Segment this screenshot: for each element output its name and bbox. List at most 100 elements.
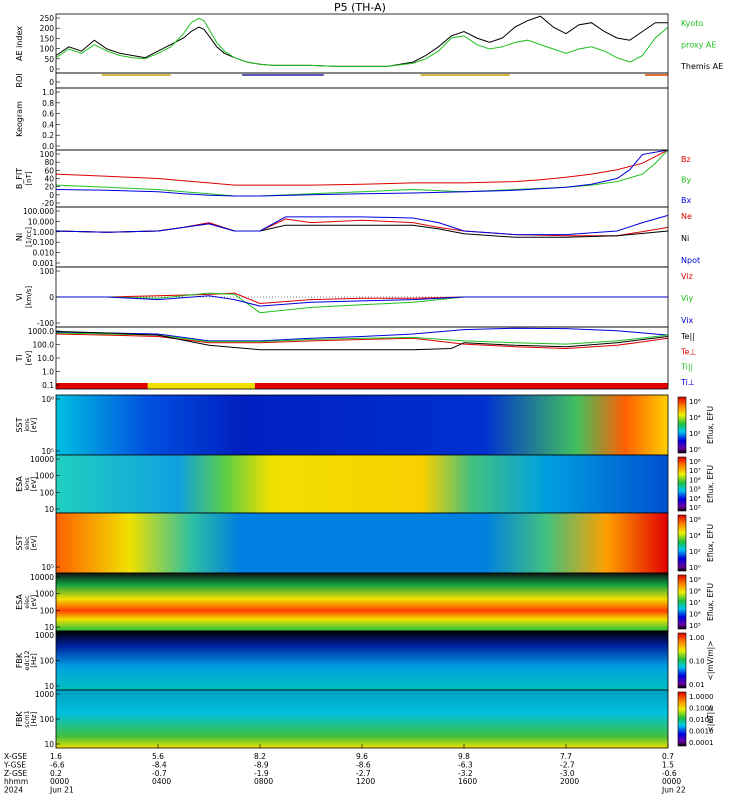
colorbar-tick-label: 1.00 <box>689 634 705 642</box>
colorbar-label: Eflux, EFU <box>706 524 715 562</box>
time-axis-value: 2000 <box>560 777 579 786</box>
y-axis-label: ESA <box>15 594 24 610</box>
panel-keogram: 1.0 0.8 0.60.4 0.2 0.0 Keogram <box>15 87 669 151</box>
mode-bar-segment <box>254 383 668 389</box>
time-axis-value: 1.5 <box>662 760 674 769</box>
mode-bar-segment <box>147 383 255 389</box>
y-axis-sublabel: ions <box>23 477 31 491</box>
mode-bar-segment <box>56 383 148 389</box>
y-axis-unit: [eV] <box>30 476 38 491</box>
time-axis-value: -3.0 <box>560 769 575 778</box>
series-line-kyotoproxyae <box>55 17 669 67</box>
y-tick-label: 100 <box>40 715 55 724</box>
time-axis-value: -2.7 <box>560 760 575 769</box>
y-tick-label: 0 <box>49 65 54 74</box>
spectrogram-esa_i <box>56 455 668 513</box>
y-tick-label: 80 <box>44 158 54 167</box>
panel-sst_i: 10⁶ 10⁴ 10² 10⁰ Eflux, EFU 10⁶ 10⁵ SST ions [eV] <box>15 394 715 456</box>
colorbar-fbk_b <box>677 691 687 747</box>
y-axis-unit: [eV] <box>30 535 38 550</box>
y-tick-label: 1.0 <box>42 368 54 377</box>
spectrogram-esa_e <box>56 573 668 631</box>
y-axis-label: Keogram <box>15 101 24 137</box>
time-axis-value: 5.6 <box>152 752 164 761</box>
time-axis: X-GSE 1.6 5.6 8.2 9.6 9.8 7.7 0.7Y-GSE -6.6 -8.4-… <box>3 744 686 795</box>
legend-entry: Te|| <box>680 332 695 341</box>
panel-frame <box>55 13 669 74</box>
colorbar-tick-label: 10⁷ <box>689 467 701 475</box>
y-axis-unit: [Hz] <box>30 653 38 668</box>
colorbar-tick-label: 10⁵ <box>689 622 701 630</box>
y-tick-label: 0.001 <box>33 259 55 268</box>
y-tick-label: 20 <box>44 183 54 192</box>
colorbar-tick-label: 10⁴ <box>689 495 701 503</box>
legend-entry: Ni <box>681 234 689 243</box>
panel-fbk_b: 1.0000 0.1000 0.0100 0.0010 0.0001 <|nT|> 1000… <box>15 689 715 749</box>
y-tick-label: 1000 <box>35 690 54 699</box>
y-axis-label: Ti <box>15 355 24 363</box>
panel-vi: Viz Viy Vix 100 0 -100 Vi [km/s] <box>15 266 694 328</box>
y-tick-label: 0 <box>49 191 54 200</box>
colorbar-tick-label: 10⁷ <box>689 599 701 607</box>
time-axis-value: -8.6 <box>356 760 371 769</box>
colorbar-tick-label: 10² <box>689 430 701 438</box>
time-axis-value: -8.9 <box>254 760 269 769</box>
y-tick-label: -100 <box>37 319 54 328</box>
y-axis-sublabel: edc12 <box>23 651 31 671</box>
y-tick-label: 40 <box>44 175 54 184</box>
time-axis-value: 0.2 <box>50 769 62 778</box>
y-axis-label: FBK <box>15 711 24 727</box>
y-tick-label: -20 <box>42 199 54 208</box>
y-axis-label: Ni <box>15 233 24 241</box>
plot-title: P5 (TH-A) <box>334 1 386 14</box>
y-tick-label: 250 <box>40 14 55 23</box>
y-axis-sublabel: elec <box>23 536 31 550</box>
time-axis-value: 0000 <box>50 777 69 786</box>
y-tick-label: 10.0 <box>37 354 54 363</box>
y-tick-label: 100 <box>40 267 55 276</box>
time-axis-value: Jun 22 <box>661 786 686 795</box>
y-tick-label: 10⁶ <box>41 395 54 404</box>
y-tick-label: 100 <box>40 606 55 615</box>
y-axis-label: ESA <box>15 476 24 492</box>
colorbar-tick-label: 10⁶ <box>689 611 701 619</box>
y-axis-label: AE index <box>15 26 24 61</box>
y-tick-label: 100 <box>40 150 55 159</box>
colorbar-label: <|mV/m|> <box>706 641 715 681</box>
colorbar-label: Eflux, EFU <box>706 465 715 503</box>
y-tick-label: 0 <box>49 293 54 302</box>
legend-entry: Themis AE <box>680 62 723 71</box>
time-axis-value: 0.7 <box>662 752 674 761</box>
time-axis-value: -8.4 <box>152 760 167 769</box>
y-tick-label: 100.000 <box>23 207 54 216</box>
spectrogram-sst_i <box>56 395 668 455</box>
y-tick-label: 60 <box>44 166 54 175</box>
y-tick-label: 10 <box>44 682 54 691</box>
panel-fbk_e: 1.00 0.10 0.01<|mV/m|> 1000 100 10 FBK edc12 [Hz… <box>15 630 715 691</box>
spectrogram-fbk_b <box>56 690 668 748</box>
time-axis-row-label: hhmm <box>4 777 28 786</box>
y-tick-label: 0.6 <box>42 110 54 119</box>
y-axis-unit: [Hz] <box>30 712 38 727</box>
legend-entry: Ti|| <box>680 363 693 372</box>
series-line-npot <box>55 214 669 236</box>
y-tick-label: 0.0 <box>42 142 54 151</box>
y-axis-unit: [eV] <box>30 417 38 432</box>
y-axis-label: B_FIT <box>15 168 24 189</box>
time-axis-value: 1.6 <box>50 752 62 761</box>
colorbar-tick-label: 10⁵ <box>689 486 701 494</box>
colorbar-tick-label: 10⁴ <box>689 414 701 422</box>
legend-entry: proxy AE <box>681 41 716 50</box>
legend-entry: Bx <box>681 196 691 205</box>
y-axis-sublabel: elec <box>23 595 31 609</box>
y-tick-label: 0.1 <box>42 381 54 390</box>
y-tick-label: 1000 <box>35 472 54 481</box>
y-tick-label: 10 <box>44 623 54 632</box>
colorbar-tick-label: 10⁰ <box>689 564 701 572</box>
time-axis-value: 0400 <box>152 777 171 786</box>
y-tick-label: 10000 <box>30 573 54 582</box>
series-line-by <box>55 149 669 197</box>
colorbar-esa_e <box>677 574 687 630</box>
